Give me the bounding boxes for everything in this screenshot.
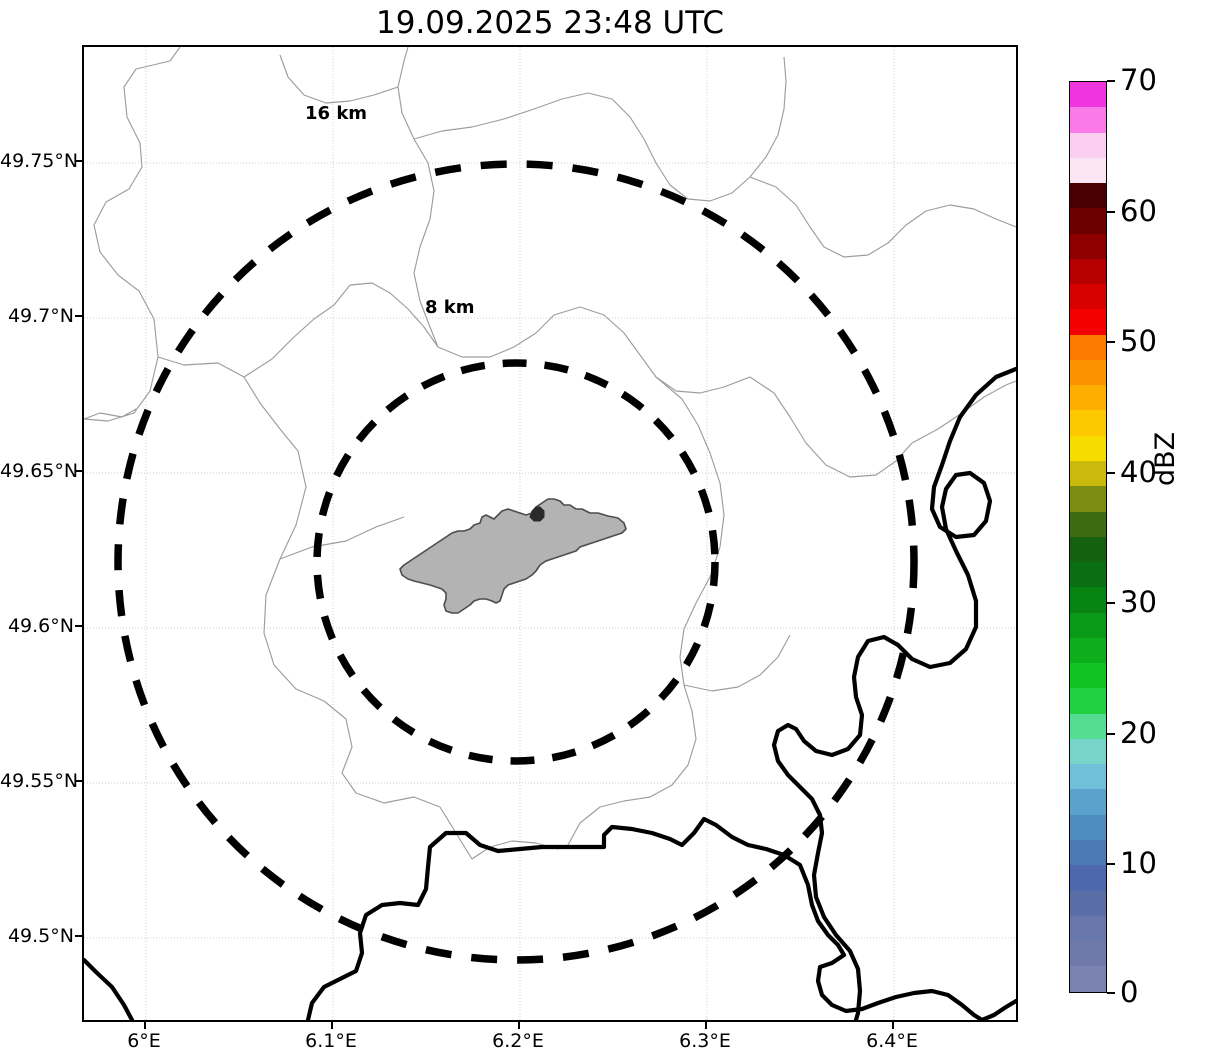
range-ring-label-8km: 8 km [425, 297, 475, 318]
y-tick-mark [75, 315, 82, 317]
y-tick-label-49-65: 49.65°N [0, 460, 79, 482]
x-tick-mark [518, 1022, 520, 1029]
x-tick-mark [705, 1022, 707, 1029]
colorbar-band [1070, 890, 1106, 916]
colorbar-band [1070, 233, 1106, 259]
colorbar-tick-label-20: 20 [1120, 716, 1157, 750]
x-tick-mark [892, 1022, 894, 1029]
x-tick-label-6e: 6°E [127, 1030, 161, 1052]
colorbar-tick-mark [1107, 211, 1115, 213]
admin-boundaries [84, 47, 1016, 860]
colorbar-band [1070, 966, 1106, 992]
colorbar-axis-label: dBZ [1150, 431, 1181, 486]
map-canvas [84, 47, 1016, 1020]
y-tick-mark [75, 935, 82, 937]
colorbar[interactable] [1069, 81, 1107, 993]
colorbar-band [1070, 941, 1106, 967]
colorbar-band [1070, 764, 1106, 790]
x-tick-mark [331, 1022, 333, 1029]
colorbar-tick-label-10: 10 [1120, 846, 1157, 880]
page-title: 19.09.2025 23:48 UTC [376, 5, 724, 41]
colorbar-band [1070, 637, 1106, 664]
colorbar-band [1070, 612, 1106, 638]
colorbar-band [1070, 587, 1106, 613]
colorbar-band [1070, 132, 1106, 158]
colorbar-band [1070, 738, 1106, 765]
colorbar-band [1070, 511, 1106, 537]
colorbar-tick-mark [1107, 472, 1115, 474]
colorbar-band [1070, 284, 1106, 310]
colorbar-band [1070, 82, 1106, 108]
colorbar-band [1070, 688, 1106, 714]
range-ring-16km [114, 160, 918, 964]
colorbar-tick-label-60: 60 [1120, 194, 1157, 228]
x-tick-mark [144, 1022, 146, 1029]
colorbar-band [1070, 865, 1106, 891]
colorbar-band [1070, 385, 1106, 411]
y-tick-mark [75, 780, 82, 782]
colorbar-tick-mark [1107, 80, 1115, 82]
colorbar-tick-mark [1107, 863, 1115, 865]
country-borders [84, 366, 1016, 1020]
urban-area-polygon [399, 498, 627, 614]
map-plot-area[interactable]: 16 km 8 km [82, 45, 1018, 1022]
colorbar-tick-label-50: 50 [1120, 324, 1157, 358]
y-tick-mark [75, 160, 82, 162]
colorbar-band [1070, 208, 1106, 234]
colorbar-band [1070, 536, 1106, 563]
colorbar-band [1070, 157, 1106, 184]
colorbar-tick-mark [1107, 733, 1115, 735]
colorbar-band [1070, 562, 1106, 588]
x-tick-label-6-2e: 6.2°E [492, 1030, 544, 1052]
y-tick-label-49-60: 49.6°N [7, 615, 74, 637]
colorbar-tick-mark [1107, 602, 1115, 604]
colorbar-band [1070, 258, 1106, 285]
colorbar-band [1070, 814, 1106, 840]
colorbar-band [1070, 839, 1106, 866]
x-tick-label-6-3e: 6.3°E [679, 1030, 731, 1052]
colorbar-band [1070, 486, 1106, 512]
y-tick-mark [75, 625, 82, 627]
x-tick-label-6-4e: 6.4°E [866, 1030, 918, 1052]
colorbar-band [1070, 183, 1106, 209]
range-ring-8km [313, 359, 719, 765]
colorbar-band [1070, 107, 1106, 133]
colorbar-band [1070, 713, 1106, 739]
colorbar-tick-label-0: 0 [1120, 975, 1139, 1009]
colorbar-band [1070, 789, 1106, 815]
x-tick-label-6-1e: 6.1°E [305, 1030, 357, 1052]
colorbar-band [1070, 309, 1106, 335]
y-tick-label-49-70: 49.7°N [7, 305, 74, 327]
colorbar-band [1070, 410, 1106, 436]
y-tick-label-49-55: 49.55°N [0, 770, 79, 792]
range-ring-label-16km: 16 km [305, 103, 368, 124]
y-tick-label-49-50: 49.5°N [7, 925, 74, 947]
colorbar-band [1070, 359, 1106, 386]
colorbar-band [1070, 460, 1106, 487]
range-rings [114, 160, 918, 964]
y-tick-label-49-75: 49.75°N [0, 150, 79, 172]
colorbar-band [1070, 334, 1106, 360]
colorbar-tick-label-30: 30 [1120, 585, 1157, 619]
colorbar-band [1070, 435, 1106, 461]
colorbar-band [1070, 915, 1106, 942]
y-tick-mark [75, 470, 82, 472]
colorbar-tick-label-40: 40 [1120, 455, 1157, 489]
colorbar-band [1070, 663, 1106, 689]
colorbar-tick-mark [1107, 341, 1115, 343]
colorbar-tick-mark [1107, 992, 1115, 994]
colorbar-tick-label-70: 70 [1120, 63, 1157, 97]
